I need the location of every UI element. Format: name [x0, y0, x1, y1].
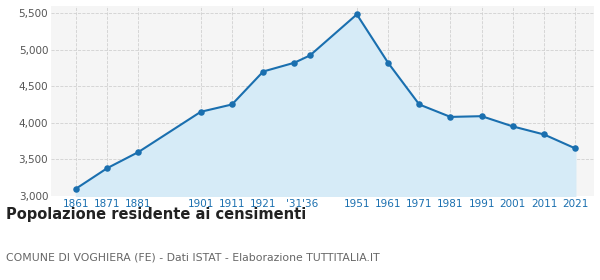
- Point: [196, 109, 206, 114]
- Point: [259, 69, 268, 74]
- Point: [305, 53, 315, 58]
- Text: Popolazione residente ai censimenti: Popolazione residente ai censimenti: [6, 207, 306, 222]
- Point: [539, 132, 549, 137]
- Point: [134, 150, 143, 154]
- Point: [571, 146, 580, 151]
- Point: [477, 114, 487, 118]
- Point: [290, 60, 299, 65]
- Point: [383, 60, 393, 65]
- Point: [103, 166, 112, 171]
- Point: [71, 186, 81, 191]
- Point: [227, 102, 237, 107]
- Text: COMUNE DI VOGHIERA (FE) - Dati ISTAT - Elaborazione TUTTITALIA.IT: COMUNE DI VOGHIERA (FE) - Dati ISTAT - E…: [6, 252, 380, 262]
- Point: [446, 115, 455, 119]
- Point: [352, 12, 362, 17]
- Point: [508, 124, 518, 129]
- Point: [415, 102, 424, 107]
